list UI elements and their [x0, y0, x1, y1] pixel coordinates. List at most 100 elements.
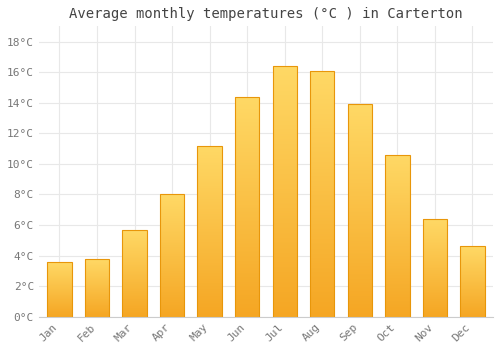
Bar: [235, 175, 260, 176]
Bar: [348, 134, 372, 135]
Bar: [460, 302, 484, 303]
Bar: [348, 177, 372, 178]
Bar: [198, 282, 222, 284]
Bar: [198, 279, 222, 280]
Bar: [160, 221, 184, 222]
Bar: [310, 215, 334, 216]
Bar: [272, 120, 297, 121]
Bar: [310, 124, 334, 125]
Bar: [385, 282, 409, 283]
Bar: [122, 263, 146, 264]
Bar: [198, 292, 222, 293]
Bar: [122, 308, 146, 309]
Bar: [198, 205, 222, 206]
Bar: [385, 224, 409, 225]
Bar: [198, 280, 222, 281]
Bar: [272, 211, 297, 213]
Bar: [198, 308, 222, 309]
Bar: [235, 97, 260, 317]
Bar: [348, 198, 372, 199]
Bar: [422, 230, 447, 231]
Bar: [198, 242, 222, 243]
Bar: [460, 298, 484, 299]
Bar: [122, 239, 146, 240]
Bar: [348, 240, 372, 241]
Bar: [310, 71, 334, 317]
Bar: [198, 312, 222, 313]
Bar: [235, 181, 260, 182]
Bar: [348, 136, 372, 137]
Bar: [460, 270, 484, 271]
Bar: [422, 288, 447, 289]
Bar: [385, 286, 409, 287]
Bar: [310, 231, 334, 232]
Bar: [348, 272, 372, 273]
Bar: [198, 174, 222, 175]
Bar: [160, 209, 184, 210]
Bar: [348, 158, 372, 159]
Bar: [235, 156, 260, 157]
Bar: [310, 104, 334, 105]
Bar: [385, 195, 409, 196]
Bar: [348, 291, 372, 292]
Bar: [422, 311, 447, 312]
Bar: [235, 111, 260, 112]
Bar: [385, 269, 409, 270]
Bar: [348, 214, 372, 215]
Bar: [235, 116, 260, 117]
Bar: [310, 270, 334, 271]
Bar: [348, 226, 372, 228]
Bar: [422, 268, 447, 269]
Bar: [310, 119, 334, 120]
Bar: [348, 153, 372, 154]
Bar: [160, 229, 184, 230]
Bar: [348, 189, 372, 190]
Bar: [160, 270, 184, 271]
Bar: [422, 247, 447, 248]
Bar: [198, 256, 222, 257]
Bar: [160, 299, 184, 300]
Bar: [310, 115, 334, 116]
Bar: [198, 159, 222, 160]
Bar: [385, 157, 409, 158]
Bar: [348, 270, 372, 271]
Bar: [348, 283, 372, 284]
Bar: [235, 119, 260, 120]
Bar: [160, 239, 184, 240]
Bar: [348, 216, 372, 217]
Bar: [348, 187, 372, 188]
Bar: [235, 158, 260, 159]
Bar: [385, 306, 409, 307]
Bar: [160, 237, 184, 238]
Bar: [385, 220, 409, 221]
Bar: [348, 232, 372, 233]
Bar: [160, 314, 184, 315]
Bar: [348, 257, 372, 258]
Bar: [348, 236, 372, 237]
Bar: [160, 261, 184, 262]
Bar: [310, 162, 334, 163]
Bar: [235, 286, 260, 287]
Bar: [348, 289, 372, 290]
Bar: [235, 256, 260, 257]
Bar: [272, 66, 297, 67]
Bar: [460, 250, 484, 251]
Bar: [272, 136, 297, 138]
Bar: [385, 258, 409, 259]
Bar: [310, 152, 334, 153]
Bar: [460, 276, 484, 277]
Bar: [385, 236, 409, 237]
Bar: [122, 283, 146, 284]
Bar: [272, 135, 297, 136]
Bar: [272, 153, 297, 154]
Bar: [385, 155, 409, 317]
Bar: [198, 210, 222, 211]
Bar: [310, 249, 334, 250]
Bar: [235, 205, 260, 207]
Bar: [348, 165, 372, 166]
Bar: [310, 141, 334, 142]
Bar: [122, 271, 146, 272]
Bar: [122, 298, 146, 299]
Bar: [198, 254, 222, 255]
Bar: [422, 238, 447, 239]
